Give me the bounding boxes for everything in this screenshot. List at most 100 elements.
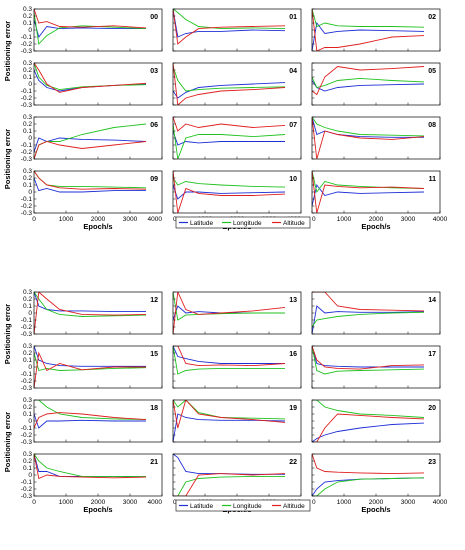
- panel-04: 04: [172, 62, 302, 106]
- series-line-latitude: [312, 21, 425, 51]
- panel-group-0: 000.30.20.10-0.1-0.2-0.301 02030.30.20.10…: [3, 6, 448, 231]
- panel-id-label: 07: [289, 122, 297, 129]
- series-line-altitude: [312, 66, 425, 96]
- y-tick-label: 0: [28, 418, 32, 425]
- panel-id-label: 16: [289, 351, 297, 358]
- y-tick-label: 0: [28, 472, 32, 479]
- y-tick-label: 0.1: [23, 303, 32, 310]
- series-line-latitude: [173, 130, 285, 146]
- series-line-longitude: [173, 66, 286, 92]
- series-line-longitude: [173, 9, 286, 30]
- series-line-altitude: [312, 117, 425, 159]
- y-tick-label: 0.1: [23, 74, 32, 81]
- series-line-altitude: [34, 454, 147, 480]
- series-line-latitude: [312, 80, 425, 92]
- x-tick-label: 3000: [123, 499, 138, 506]
- panel-00: 00 0.30.20.10-0.1-0.2-0.3: [21, 6, 163, 55]
- series-line-altitude: [34, 351, 146, 388]
- y-axis-label: Positioning error: [3, 129, 12, 190]
- x-tick-label: 3000: [401, 499, 416, 506]
- series-line-latitude: [173, 413, 286, 442]
- panel-frame: [33, 8, 163, 52]
- panel-19: 19: [172, 399, 302, 443]
- series-line-altitude: [312, 413, 425, 442]
- series-line-latitude: [34, 413, 146, 429]
- x-axis-label: Epoch/s: [361, 505, 390, 514]
- series-line-longitude: [173, 346, 285, 375]
- y-tick-label: 0: [28, 364, 32, 371]
- series-line-latitude: [173, 9, 286, 38]
- x-axis-label: Epoch/s: [83, 505, 112, 514]
- panel-frame: [172, 345, 302, 389]
- panel-id-label: 00: [150, 14, 158, 21]
- panel-id-label: 05: [428, 68, 436, 75]
- x-tick-label: 2000: [91, 216, 106, 223]
- x-tick-label: 1000: [337, 216, 352, 223]
- x-tick-label: 1000: [59, 216, 74, 223]
- y-tick-label: -0.3: [21, 48, 33, 55]
- y-tick-label: 0.1: [23, 411, 32, 418]
- series-line-longitude: [34, 400, 147, 421]
- series-line-altitude: [173, 292, 286, 334]
- panel-16: 16: [172, 345, 302, 389]
- panel-frame: [172, 116, 302, 160]
- panel-15: 15 0.30.20.10-0.1-0.2-0.3: [21, 343, 163, 392]
- series-line-longitude: [312, 400, 425, 418]
- x-tick-label: 0: [173, 499, 177, 506]
- y-axis-label: Positioning error: [3, 21, 12, 82]
- series-line-longitude: [34, 454, 146, 477]
- legend: Latitude Longitude Altitude: [175, 216, 311, 229]
- x-tick-label: 4000: [433, 499, 448, 506]
- series-line-longitude: [312, 346, 425, 375]
- series-line-latitude: [312, 183, 425, 207]
- x-tick-label: 4000: [148, 216, 163, 223]
- panel-id-label: 04: [289, 68, 297, 75]
- series-line-longitude: [34, 123, 147, 159]
- panel-14: 14: [311, 291, 441, 335]
- series-line-latitude: [34, 177, 146, 193]
- series-line-longitude: [173, 123, 286, 159]
- series-line-longitude: [312, 76, 425, 89]
- y-tick-label: -0.3: [21, 210, 33, 217]
- panel-id-label: 09: [150, 176, 158, 183]
- series-line-latitude: [34, 454, 147, 478]
- series-line-longitude: [312, 9, 425, 28]
- y-tick-label: -0.3: [21, 156, 33, 163]
- series-line-longitude: [312, 477, 425, 496]
- panel-03: 03 0.30.20.10-0.1-0.2-0.3: [21, 60, 163, 109]
- y-tick-label: 0: [28, 189, 32, 196]
- x-tick-label: 2000: [369, 216, 384, 223]
- panel-12: 12 0.30.20.10-0.1-0.2-0.3: [21, 289, 163, 338]
- y-tick-label: 0.2: [23, 296, 32, 303]
- y-tick-label: 0.3: [23, 6, 32, 13]
- y-tick-label: -0.2: [21, 149, 33, 156]
- series-line-latitude: [312, 422, 425, 442]
- y-tick-label: 0.2: [23, 175, 32, 182]
- series-line-altitude: [173, 117, 286, 132]
- panel-id-label: 17: [428, 351, 436, 358]
- legend-label-longitude: Longitude: [233, 220, 262, 227]
- x-axis-label: Epoch/s: [83, 222, 112, 231]
- panel-frame: [172, 8, 302, 52]
- panel-06: 06 0.30.20.10-0.1-0.2-0.3: [21, 114, 163, 163]
- y-tick-label: 0.3: [23, 451, 32, 458]
- series-line-longitude: [312, 117, 425, 137]
- y-tick-label: -0.1: [21, 142, 33, 149]
- series-line-longitude: [34, 63, 147, 91]
- y-tick-label: -0.2: [21, 95, 33, 102]
- y-tick-label: 0.3: [23, 289, 32, 296]
- panel-id-label: 21: [150, 459, 158, 466]
- legend-box: [175, 499, 311, 512]
- panel-02: 02: [311, 8, 441, 52]
- y-tick-label: -0.1: [21, 425, 33, 432]
- series-line-altitude: [312, 454, 425, 475]
- y-tick-label: -0.3: [21, 493, 33, 500]
- y-tick-label: -0.1: [21, 196, 33, 203]
- series-line-altitude: [34, 292, 147, 334]
- y-tick-label: -0.3: [21, 439, 33, 446]
- panel-01: 01: [172, 8, 302, 52]
- y-tick-label: 0.3: [23, 168, 32, 175]
- series-line-altitude: [173, 171, 286, 213]
- x-tick-label: 2000: [369, 499, 384, 506]
- x-tick-label: 4000: [433, 216, 448, 223]
